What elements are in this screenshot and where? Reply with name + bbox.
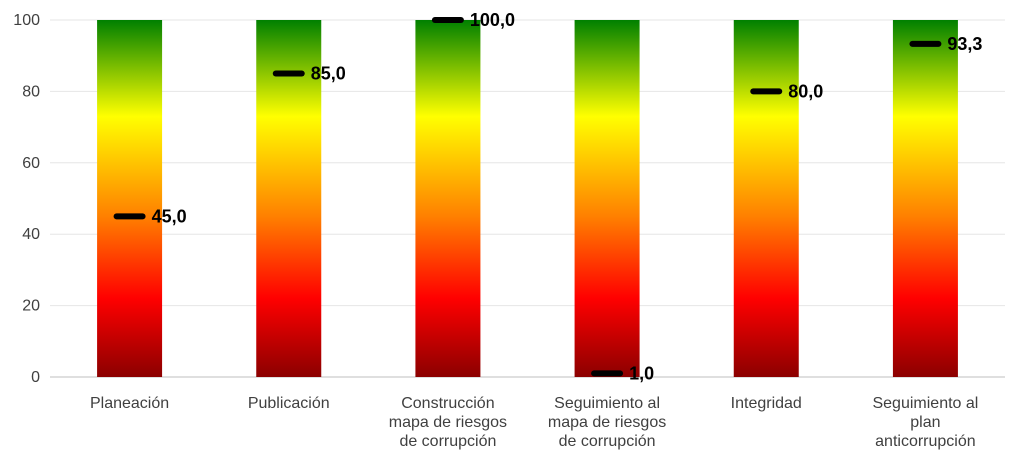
y-tick-label: 80	[22, 83, 40, 100]
category-label-line: Seguimiento al	[554, 395, 660, 412]
y-tick-label: 60	[22, 155, 40, 172]
bar	[574, 20, 640, 377]
grid-lines	[50, 19, 1005, 378]
y-tick-label: 100	[13, 12, 40, 29]
x-axis: Planeación Publicación Construcción mapa de…	[90, 395, 978, 450]
category-label: Seguimiento al plan anticorrupción	[872, 395, 978, 450]
bars	[97, 20, 958, 377]
bar	[415, 20, 481, 377]
category-label-line: Integridad	[731, 395, 802, 412]
bar	[892, 20, 958, 377]
category-label: Planeación	[90, 395, 169, 412]
bar	[733, 20, 799, 377]
category-label: Construcción mapa de riesgos de corrupción	[389, 395, 507, 450]
category-label-line: Construcción	[401, 395, 494, 412]
category-label: Seguimiento al mapa de riesgos de corrupci…	[548, 395, 666, 450]
category-label-line: mapa de riesgos	[548, 414, 666, 431]
data-label: 85,0	[311, 64, 346, 84]
data-label: 1,0	[629, 363, 654, 383]
category-label: Publicación	[248, 395, 330, 412]
bar	[256, 20, 322, 377]
category-label-line: anticorrupción	[875, 433, 976, 450]
data-label: 100,0	[470, 10, 515, 30]
y-tick-label: 0	[31, 369, 40, 386]
category-label: Integridad	[731, 395, 802, 412]
category-label-line: de corrupción	[399, 433, 496, 450]
category-label-line: mapa de riesgos	[389, 414, 507, 431]
category-label-line: de corrupción	[559, 433, 656, 450]
category-label-line: Publicación	[248, 395, 330, 412]
data-label: 45,0	[152, 206, 187, 226]
category-label-line: Seguimiento al	[872, 395, 978, 412]
data-labels: 45,0 85,0 100,0 1,0 80,0 93,3	[152, 10, 983, 383]
bar	[97, 20, 163, 377]
y-tick-label: 20	[22, 298, 40, 315]
data-label: 93,3	[947, 34, 982, 54]
category-label-line: Planeación	[90, 395, 169, 412]
value-markers	[113, 17, 942, 377]
y-tick-label: 40	[22, 226, 40, 243]
data-label: 80,0	[788, 81, 823, 101]
category-label-line: plan	[910, 414, 940, 431]
y-axis: 0 20 40 60 80 100	[13, 12, 40, 386]
